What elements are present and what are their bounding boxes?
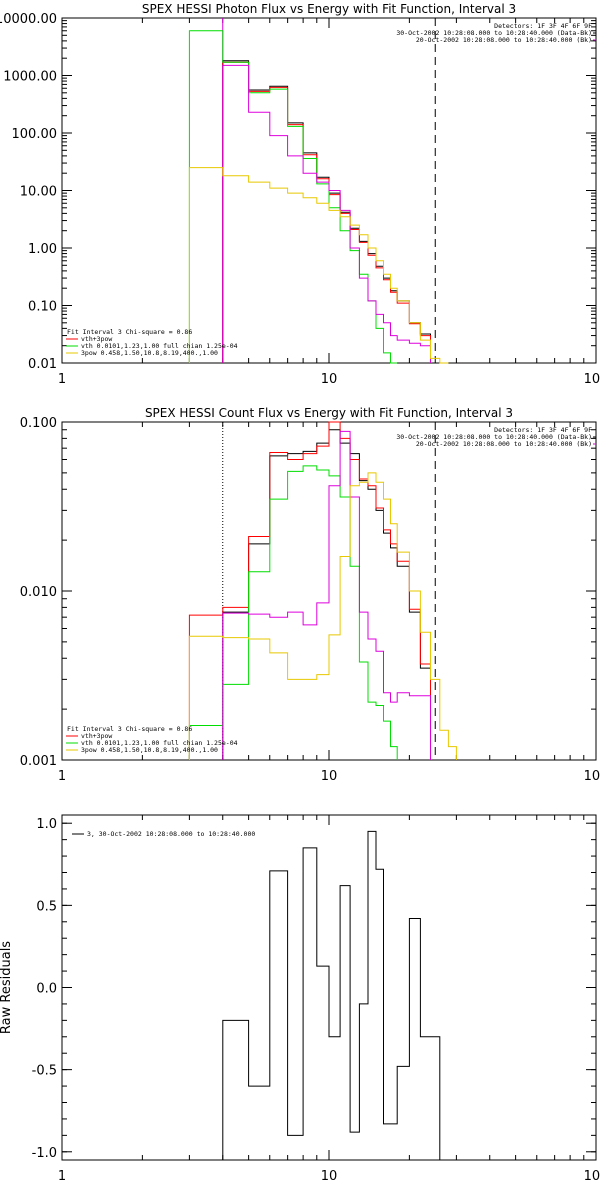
x-tick-label: 1 <box>58 769 66 784</box>
series-red-step-line <box>188 421 431 760</box>
x-tick-label: 100 <box>584 372 600 387</box>
chart-title-2: SPEX HESSI Count Flux vs Energy with Fit… <box>145 406 513 420</box>
legend-line-2: vth+3pow <box>81 335 112 343</box>
header-line-2: 30-Oct-2002 10:28:08.000 to 10:28:40.000… <box>396 433 592 441</box>
header-line-1: Detectors: 1F 3F 4F 6F 9F <box>494 426 592 434</box>
series-magenta-step-line <box>222 430 431 760</box>
header-line-1: Detectors: 1F 3F 4F 6F 9F <box>494 22 592 30</box>
x-tick-label: 10 <box>321 372 338 387</box>
series-yellow-step-line <box>188 472 457 760</box>
y-tick-label: 1000.00 <box>3 70 57 85</box>
x-tick-label: 1 <box>58 372 66 387</box>
y-tick-label: 0.0 <box>36 982 57 997</box>
chart-title-1: SPEX HESSI Photon Flux vs Energy with Fi… <box>142 2 516 16</box>
x-tick-label: 1 <box>58 1169 66 1184</box>
y-tick-label: 1.0 <box>36 817 57 832</box>
y-tick-label: 0.001 <box>20 754 57 769</box>
header-line-3: 20-Oct-2002 10:28:08.000 to 10:28:40.000… <box>416 440 592 448</box>
legend-line-4: 3pow 0.458,1.50,10.8,8.19,400.,1.00 <box>81 746 218 754</box>
y-tick-label: 0.01 <box>28 357 57 372</box>
x-tick-label: 10 <box>321 1169 338 1184</box>
x-tick-label: 10 <box>321 769 338 784</box>
y-tick-label: -1.0 <box>32 1146 57 1161</box>
y-tick-label: 10.00 <box>20 185 57 200</box>
series-black-step-line <box>222 830 441 1160</box>
series-green-step-line <box>188 465 398 760</box>
series-black-step-line <box>222 429 431 760</box>
legend-line-1: 3, 30-Oct-2002 10:28:08.000 to 10:28:40.… <box>87 830 255 838</box>
series-magenta-step-line <box>222 64 431 363</box>
legend-line-1: Fit Interval 3 Chi-square = 0.86 <box>67 725 192 733</box>
y-tick-label: 10000.00 <box>0 12 57 27</box>
series-black-step-line <box>222 60 431 363</box>
legend-line-4: 3pow 0.458,1.50,10.8,8.19,400.,1.00 <box>81 349 218 357</box>
legend-line-1: Fit Interval 3 Chi-square = 0.86 <box>67 328 192 336</box>
y-tick-label: 0.10 <box>28 300 57 315</box>
y-tick-label: 100.00 <box>12 127 58 142</box>
y-tick-label: 0.010 <box>20 585 57 600</box>
series-yellow-step-line <box>188 167 449 364</box>
y-tick-label: 0.5 <box>36 899 57 914</box>
series-red-step-line <box>222 61 431 363</box>
y-tick-label: 1.00 <box>28 242 57 257</box>
x-tick-label: 100 <box>584 769 600 784</box>
x-tick-label: 100 <box>584 1169 600 1184</box>
y-tick-label: 0.100 <box>20 416 57 431</box>
y-axis-label: Raw Residuals <box>0 941 14 1034</box>
header-line-2: 30-Oct-2002 10:28:08.000 to 10:28:40.000… <box>396 29 592 37</box>
header-line-3: 20-Oct-2002 10:28:08.000 to 10:28:40.000… <box>416 36 592 44</box>
legend-line-2: vth+3pow <box>81 732 112 740</box>
y-tick-label: -0.5 <box>32 1064 57 1079</box>
legend-line-3: vth 0.0101,1.23,1.00 full chian 1.25e-04 <box>81 739 238 747</box>
legend-line-3: vth 0.0101,1.23,1.00 full chian 1.25e-04 <box>81 342 238 350</box>
series-green-step-line <box>188 30 398 364</box>
